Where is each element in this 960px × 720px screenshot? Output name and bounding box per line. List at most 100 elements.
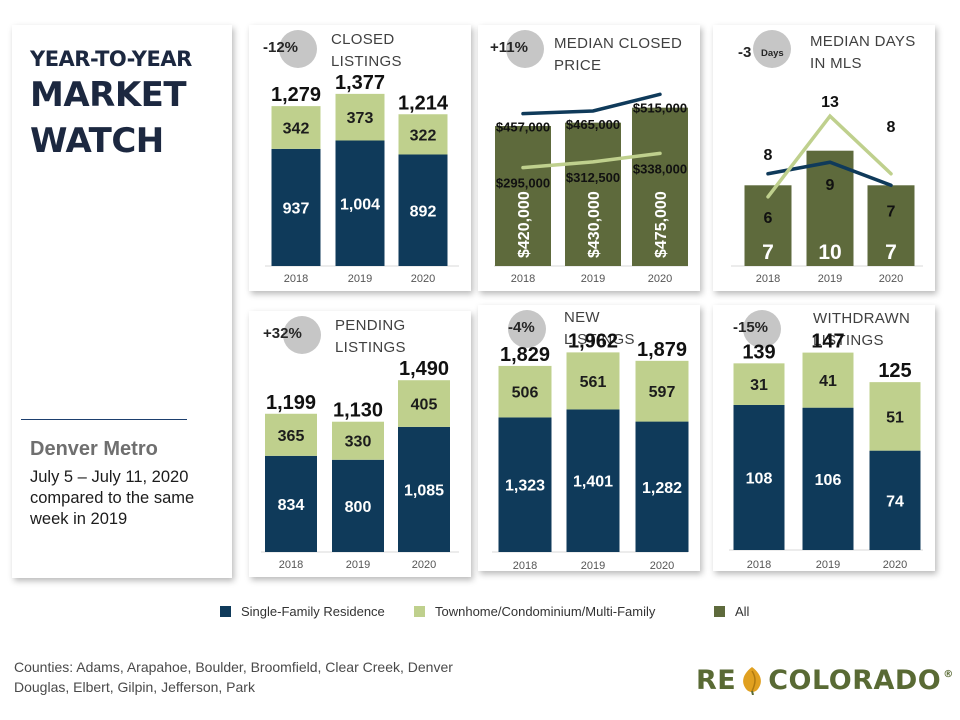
data-label-single-family: 8 (764, 147, 773, 164)
new-listings-chart: 2018 2019 2020 1,323 506 1,829 1,401 561 1,962 1,… (492, 330, 689, 571)
legend-item-townhome: Townhome/Condominium/Multi-Family (414, 604, 655, 619)
data-label-all: $475,000 (653, 191, 670, 258)
change-badge (753, 30, 791, 68)
median-days-chart: 2018 2019 2020 7 10 7 8 9 7 6 13 8 (731, 94, 923, 285)
date-range: July 5 – July 11, 2020 compared to the s… (30, 468, 195, 528)
legend: Single-Family Residence Townhome/Condomi… (0, 604, 960, 622)
data-label-townhome: $338,000 (633, 161, 687, 176)
data-label-single-family: 1,282 (642, 480, 682, 497)
bar-single-family (332, 459, 384, 552)
title-line-2: MARKET (30, 75, 187, 115)
recolorado-logo: RE COLORADO ® (696, 663, 954, 697)
data-label-townhome: 405 (411, 397, 438, 414)
x-tick-label: 2019 (346, 559, 370, 571)
x-tick-label: 2020 (412, 559, 436, 571)
median-price-chart: 2018 2019 2020 $420,000 $430,000 $475,000 $457… (494, 92, 688, 285)
data-label-townhome: 41 (819, 373, 837, 390)
bar-townhome (265, 413, 317, 456)
closed-listings-card: -12% CLOSED LISTINGS 2018 2019 2020 937 342 1… (249, 25, 471, 291)
bar-single-family (733, 404, 785, 550)
legend-swatch (714, 606, 725, 617)
logo-text-left: RE (696, 664, 737, 696)
bar-single-family (335, 140, 385, 266)
data-label-all: 10 (818, 241, 841, 264)
data-label-single-family: $515,000 (633, 100, 687, 115)
bar-single-family (498, 417, 552, 552)
data-label-townhome: 6 (764, 210, 773, 227)
data-label-townhome: 373 (347, 110, 374, 127)
x-tick-label: 2020 (650, 560, 674, 571)
bar-townhome (869, 382, 921, 451)
change-badge (279, 30, 317, 68)
x-tick-label: 2019 (818, 273, 842, 285)
x-tick-label: 2018 (756, 273, 780, 285)
chart-title: NEW LISTINGS (564, 309, 635, 348)
line-townhome (766, 113, 893, 199)
data-label-total: 1,377 (335, 72, 385, 94)
data-label-total: 1,130 (333, 400, 383, 422)
withdrawn-listings-chart: 2018 2019 2020 108 31 139 106 41 147 74 51 125 (729, 331, 923, 571)
change-badge (283, 316, 321, 354)
data-label-townhome: 597 (649, 384, 676, 401)
change-percent: -4% (508, 319, 535, 336)
x-tick-label: 2018 (279, 559, 303, 571)
x-tick-label: 2018 (747, 559, 771, 571)
bar-single-family (566, 409, 620, 552)
bar-townhome (332, 421, 384, 460)
bar-townhome (733, 363, 785, 405)
change-percent: -15% (733, 319, 769, 336)
data-label-single-family: 1,004 (340, 196, 380, 213)
legend-label: Single-Family Residence (241, 604, 385, 619)
bar-all (867, 185, 915, 266)
x-tick-label: 2020 (879, 273, 903, 285)
change-days-unit: Days (761, 48, 784, 59)
data-label-single-family: 106 (815, 472, 842, 489)
chart-title: MEDIAN CLOSED PRICE (554, 35, 683, 74)
bar-townhome (635, 360, 689, 422)
bar-single-family (265, 455, 317, 552)
legend-label: All (735, 604, 750, 619)
data-label-total: 125 (878, 360, 911, 382)
withdrawn-listings-card: -15% WITHDRAWN LISTINGS 2018 2019 2020 108 3… (713, 305, 935, 571)
pending-listings-card: +32% PENDING LISTINGS 2018 2019 2020 834 365… (249, 311, 471, 577)
title-card: YEAR-TO-YEAR MARKET WATCH Denver Metro J… (12, 25, 232, 578)
data-label-townhome: 51 (886, 409, 904, 426)
logo-text-right: COLORADO (768, 664, 942, 696)
legend-item-all: All (714, 604, 749, 619)
x-tick-label: 2019 (581, 273, 605, 285)
x-tick-label: 2019 (348, 273, 372, 285)
bar-townhome (566, 352, 620, 410)
change-badge (506, 30, 544, 68)
change-badge (508, 310, 546, 348)
data-label-single-family: $457,000 (496, 120, 550, 135)
bar-single-family (635, 421, 689, 552)
chart-title: PENDING LISTINGS (335, 317, 406, 356)
pending-listings-chart: 2018 2019 2020 834 365 1,199 800 330 1,130 1,085 4… (261, 358, 459, 571)
bar-townhome (398, 114, 448, 155)
data-label-single-family: $465,000 (566, 117, 620, 132)
new-listings-card: -4% NEW LISTINGS 2018 2019 2020 1,323 506 1,8… (478, 305, 700, 571)
bar-townhome (802, 352, 854, 408)
data-label-townhome: 8 (887, 119, 896, 136)
data-label-single-family: 108 (746, 470, 773, 487)
data-label-total: 1,962 (568, 330, 618, 352)
title-line-3: WATCH (30, 121, 164, 161)
data-label-total: 1,829 (500, 344, 550, 366)
data-label-townhome: 365 (278, 428, 305, 445)
x-tick-label: 2020 (883, 559, 907, 571)
bar-single-family (869, 450, 921, 550)
data-label-total: 1,490 (399, 358, 449, 380)
data-label-single-family: 1,401 (573, 474, 613, 491)
change-days: -3 (738, 44, 752, 61)
data-label-single-family: 1,323 (505, 478, 545, 495)
change-percent: +11% (490, 39, 528, 56)
data-label-single-family: 7 (887, 203, 896, 220)
line-single-family (521, 92, 662, 116)
data-label-townhome: 342 (283, 121, 310, 138)
data-label-townhome: $312,500 (566, 170, 620, 185)
change-percent: +32% (263, 325, 302, 342)
data-label-townhome: 330 (345, 434, 372, 451)
closed-listings-chart: 2018 2019 2020 937 342 1,279 1,004 373 1,377 892 3… (265, 72, 459, 285)
bar-single-family (398, 426, 450, 552)
x-tick-label: 2020 (411, 273, 435, 285)
